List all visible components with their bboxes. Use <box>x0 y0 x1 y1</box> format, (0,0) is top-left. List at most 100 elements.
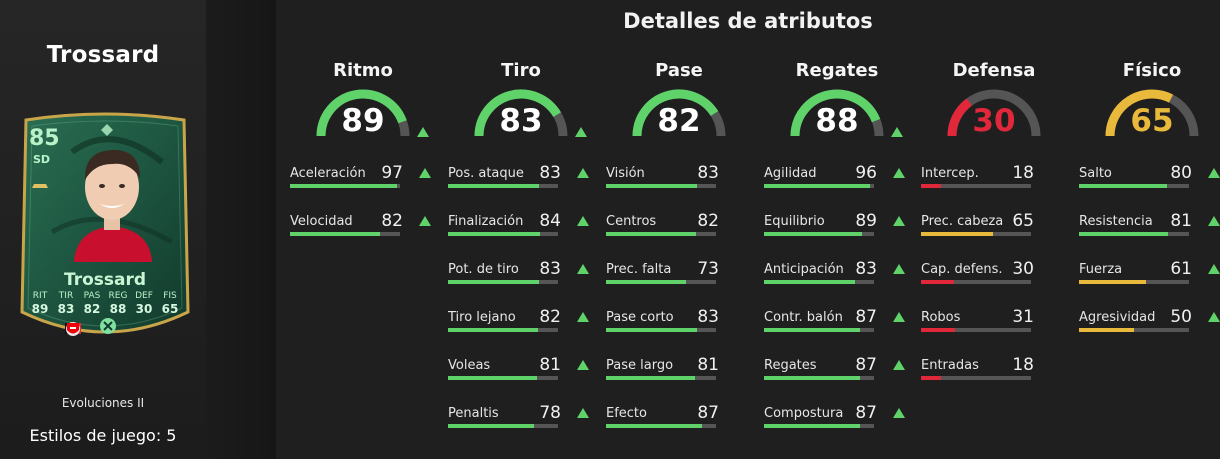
attribute-row[interactable]: Compostura 87 <box>762 403 912 435</box>
attribute-name: Penaltis <box>448 406 499 421</box>
category-value: 82 <box>657 103 701 139</box>
playstyles-count[interactable]: Estilos de juego: 5 <box>29 426 177 445</box>
attribute-row[interactable]: Penaltis 78 <box>446 403 596 435</box>
attribute-row[interactable]: Robos 31 <box>919 307 1069 339</box>
card-icons <box>65 318 116 336</box>
attribute-name: Salto <box>1079 166 1112 181</box>
category-value: 89 <box>341 103 385 139</box>
attribute-row[interactable]: Aceleración 97 <box>288 163 438 195</box>
attribute-value: 83 <box>855 259 877 279</box>
up-arrow-icon <box>893 312 905 322</box>
attribute-bar-fill <box>606 424 702 428</box>
attribute-bar-fill <box>448 328 539 332</box>
attribute-row[interactable]: Prec. falta 73 <box>604 259 754 291</box>
attribute-row[interactable]: Voleas 81 <box>446 355 596 387</box>
attribute-value: 97 <box>381 163 403 183</box>
attribute-value: 78 <box>539 403 561 423</box>
up-arrow-icon <box>577 216 589 226</box>
attribute-name: Centros <box>606 214 657 229</box>
category-gauge <box>474 89 568 137</box>
card-stat-value: 88 <box>109 302 127 316</box>
attribute-bar <box>1079 328 1189 332</box>
attribute-row[interactable]: Cap. defens. 30 <box>919 259 1069 291</box>
attribute-bar-fill <box>448 376 538 380</box>
attribute-row[interactable]: Pot. de tiro 83 <box>446 259 596 291</box>
up-arrow-icon <box>1208 264 1220 274</box>
attribute-row[interactable]: Finalización 84 <box>446 211 596 243</box>
attribute-value: 87 <box>697 403 719 423</box>
attribute-row[interactable]: Tiro lejano 82 <box>446 307 596 339</box>
up-arrow-icon <box>893 264 905 274</box>
attribute-name: Robos <box>921 310 961 325</box>
attribute-row[interactable]: Pos. ataque 83 <box>446 163 596 195</box>
attribute-row[interactable]: Centros 82 <box>604 211 754 243</box>
attribute-bar <box>921 184 1031 188</box>
attribute-row[interactable]: Equilibrio 89 <box>762 211 912 243</box>
card-stat-label: RIT <box>32 291 48 301</box>
attribute-row[interactable]: Velocidad 82 <box>288 211 438 243</box>
player-portrait <box>74 150 152 262</box>
attribute-bar <box>448 424 558 428</box>
attribute-row[interactable]: Regates 87 <box>762 355 912 387</box>
attribute-row[interactable]: Pase corto 83 <box>604 307 754 339</box>
attribute-bar-fill <box>606 280 687 284</box>
up-arrow-icon <box>419 216 431 226</box>
category-name: Regates <box>795 60 879 81</box>
attribute-row[interactable]: Efecto 87 <box>604 403 754 435</box>
card-stat-label: FIS <box>163 291 177 301</box>
player-name-title: Trossard <box>46 42 160 68</box>
attribute-row[interactable]: Agresividad 50 <box>1077 307 1220 339</box>
attribute-value: 65 <box>1012 211 1034 231</box>
attribute-value: 80 <box>1170 163 1192 183</box>
up-arrow-icon <box>577 360 589 370</box>
up-arrow-icon <box>417 127 429 137</box>
attribute-bar-fill <box>921 328 956 332</box>
attribute-bar-fill <box>921 184 941 188</box>
attribute-name: Prec. cabeza <box>921 214 1004 229</box>
category-gauge <box>947 89 1041 137</box>
attribute-row[interactable]: Prec. cabeza 65 <box>919 211 1069 243</box>
card-stat: FIS 65 <box>158 291 182 316</box>
attribute-bar-fill <box>1079 280 1147 284</box>
attribute-row[interactable]: Contr. balón 87 <box>762 307 912 339</box>
attribute-bar-fill <box>1079 232 1169 236</box>
card-stat-value: 30 <box>135 302 153 316</box>
card-stat: DEF 30 <box>132 291 156 316</box>
attribute-bar-fill <box>921 280 954 284</box>
attribute-row[interactable]: Agilidad 96 <box>762 163 912 195</box>
attribute-value: 83 <box>539 259 561 279</box>
attribute-bar <box>606 280 716 284</box>
page-title: Detalles de atributos <box>623 9 873 33</box>
attribute-row[interactable]: Intercep. 18 <box>919 163 1069 195</box>
card-player-name: Trossard <box>63 270 147 290</box>
card-stat: RIT 89 <box>28 291 52 316</box>
category-value: 83 <box>499 103 543 139</box>
attribute-name: Agilidad <box>764 166 817 181</box>
up-arrow-icon <box>893 216 905 226</box>
attribute-row[interactable]: Pase largo 81 <box>604 355 754 387</box>
player-card[interactable]: 85 SD Trossard RIT 89 TIR 83 PAS 82 REG 88 D… <box>12 112 198 344</box>
attribute-name: Pase largo <box>606 358 674 373</box>
attribute-bar <box>764 424 874 428</box>
attribute-row[interactable]: Resistencia 81 <box>1077 211 1220 243</box>
attribute-row[interactable]: Salto 80 <box>1077 163 1220 195</box>
attribute-name: Velocidad <box>290 214 353 229</box>
attribute-row[interactable]: Entradas 18 <box>919 355 1069 387</box>
attribute-row[interactable]: Anticipación 83 <box>762 259 912 291</box>
attribute-bar <box>764 328 874 332</box>
attribute-bar <box>448 232 558 236</box>
attribute-bar-fill <box>448 232 541 236</box>
attribute-bar-fill <box>448 184 540 188</box>
attribute-row[interactable]: Visión 83 <box>604 163 754 195</box>
attribute-row[interactable]: Fuerza 61 <box>1077 259 1220 291</box>
up-arrow-icon <box>577 168 589 178</box>
attribute-value: 18 <box>1012 355 1034 375</box>
attribute-bar-fill <box>764 328 860 332</box>
category-value: 88 <box>815 103 859 139</box>
up-arrow-icon <box>1208 216 1220 226</box>
attribute-bar-fill <box>921 232 993 236</box>
attribute-bar <box>921 328 1031 332</box>
up-arrow-icon <box>893 168 905 178</box>
attribute-name: Regates <box>764 358 817 373</box>
attribute-value: 83 <box>697 307 719 327</box>
